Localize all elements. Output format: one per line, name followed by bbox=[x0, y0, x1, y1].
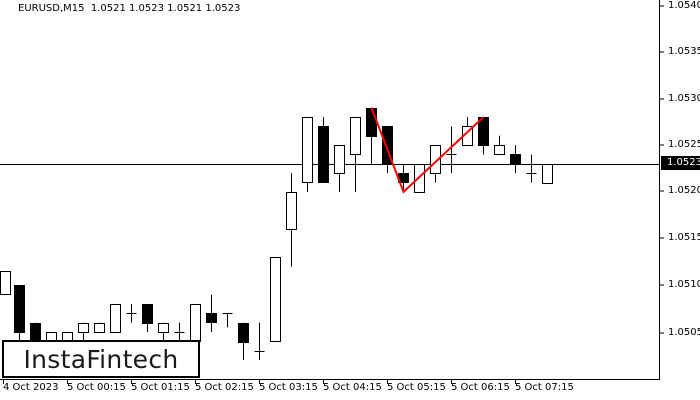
price-tick-label: 1.0530 bbox=[668, 93, 700, 104]
time-tick-label: 5 Oct 04:15 bbox=[323, 382, 382, 393]
current-price-label: 1.0523 bbox=[661, 156, 700, 170]
time-tick-label: 5 Oct 03:15 bbox=[259, 382, 318, 393]
logo-text: InstaFintech bbox=[23, 344, 179, 374]
time-tick-label: 5 Oct 01:15 bbox=[131, 382, 190, 393]
time-tick-label: 4 Oct 2023 bbox=[3, 382, 59, 393]
price-tick-label: 1.0515 bbox=[668, 232, 700, 243]
brand-logo: InstaFintech bbox=[2, 340, 200, 378]
time-tick-label: 5 Oct 07:15 bbox=[515, 382, 574, 393]
price-tick-label: 1.0540 bbox=[668, 0, 700, 11]
price-tick-label: 1.0505 bbox=[668, 327, 700, 338]
pattern-line bbox=[370, 107, 485, 194]
chart-header: EURUSD,M15 1.0521 1.0523 1.0521 1.0523 bbox=[18, 3, 241, 14]
chart-area[interactable] bbox=[0, 0, 660, 380]
time-tick-label: 5 Oct 05:15 bbox=[387, 382, 446, 393]
time-tick-label: 5 Oct 06:15 bbox=[451, 382, 510, 393]
price-tick-label: 1.0525 bbox=[668, 139, 700, 150]
price-tick-label: 1.0520 bbox=[668, 185, 700, 196]
time-tick-label: 5 Oct 02:15 bbox=[195, 382, 254, 393]
price-tick-label: 1.0510 bbox=[668, 279, 700, 290]
time-tick-label: 5 Oct 00:15 bbox=[67, 382, 126, 393]
price-tick-label: 1.0535 bbox=[668, 46, 700, 57]
